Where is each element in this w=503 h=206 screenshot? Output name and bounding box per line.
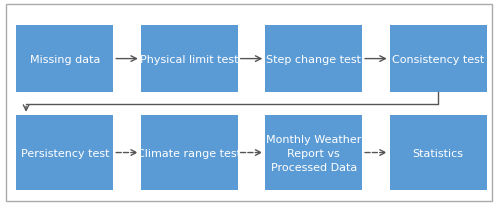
FancyBboxPatch shape — [390, 115, 486, 190]
Text: Climate range test: Climate range test — [137, 148, 241, 158]
FancyBboxPatch shape — [7, 5, 491, 201]
Text: Persistency test: Persistency test — [21, 148, 109, 158]
Text: Step change test: Step change test — [266, 54, 361, 64]
Text: Consistency test: Consistency test — [392, 54, 484, 64]
FancyBboxPatch shape — [17, 115, 113, 190]
Text: Monthly Weather
Report vs
Processed Data: Monthly Weather Report vs Processed Data — [266, 134, 361, 172]
Text: Missing data: Missing data — [30, 54, 100, 64]
FancyBboxPatch shape — [265, 115, 362, 190]
FancyBboxPatch shape — [17, 26, 113, 93]
FancyBboxPatch shape — [141, 26, 238, 93]
Text: Statistics: Statistics — [412, 148, 464, 158]
FancyBboxPatch shape — [141, 115, 238, 190]
FancyBboxPatch shape — [390, 26, 486, 93]
Text: Physical limit test: Physical limit test — [140, 54, 238, 64]
FancyBboxPatch shape — [265, 26, 362, 93]
